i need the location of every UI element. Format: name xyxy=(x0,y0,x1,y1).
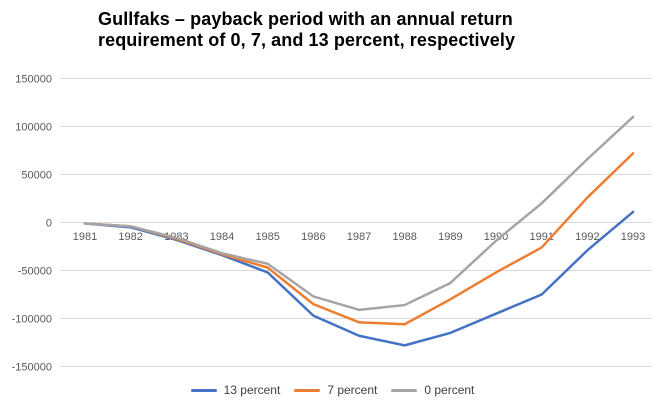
x-axis-label: 1988 xyxy=(392,231,416,243)
y-axis-label: -100000 xyxy=(12,314,52,326)
x-axis-label: 1986 xyxy=(301,231,325,243)
legend-item-7-percent: 7 percent xyxy=(294,383,377,397)
x-axis-label: 1984 xyxy=(210,231,234,243)
x-axis-label: 1985 xyxy=(255,231,279,243)
legend-line-swatch xyxy=(190,388,217,392)
legend-label: 0 percent xyxy=(424,383,475,397)
y-axis-label: 150000 xyxy=(15,74,52,86)
y-axis-label: -50000 xyxy=(18,266,52,278)
chart-title-line1: Gullfaks – payback period with an annual… xyxy=(98,9,513,29)
y-axis-label: 100000 xyxy=(15,122,52,134)
legend-line-swatch xyxy=(294,388,321,392)
y-axis-label: 0 xyxy=(46,218,52,230)
y-axis-label: -150000 xyxy=(12,362,52,374)
x-axis-label: 1981 xyxy=(73,231,97,243)
x-axis-label: 1992 xyxy=(575,231,599,243)
legend-label: 7 percent xyxy=(327,383,378,397)
legend-item-0-percent: 0 percent xyxy=(391,383,474,397)
x-axis-label: 1982 xyxy=(118,231,142,243)
legend: 13 percent 7 percent 0 percent xyxy=(0,383,665,397)
x-axis-label: 1990 xyxy=(484,231,508,243)
legend-label: 13 percent xyxy=(223,383,281,397)
legend-line-swatch xyxy=(391,388,418,392)
chart-title: Gullfaks – payback period with an annual… xyxy=(98,9,515,51)
x-axis-label: 1989 xyxy=(438,231,462,243)
y-axis-label: 50000 xyxy=(21,170,52,182)
legend-item-13-percent: 13 percent xyxy=(190,383,281,397)
x-axis-label: 1987 xyxy=(347,231,371,243)
series-line-0-percent xyxy=(83,115,635,312)
x-axis-label: 1993 xyxy=(621,231,645,243)
chart-title-line2: requirement of 0, 7, and 13 percent, res… xyxy=(98,30,516,50)
